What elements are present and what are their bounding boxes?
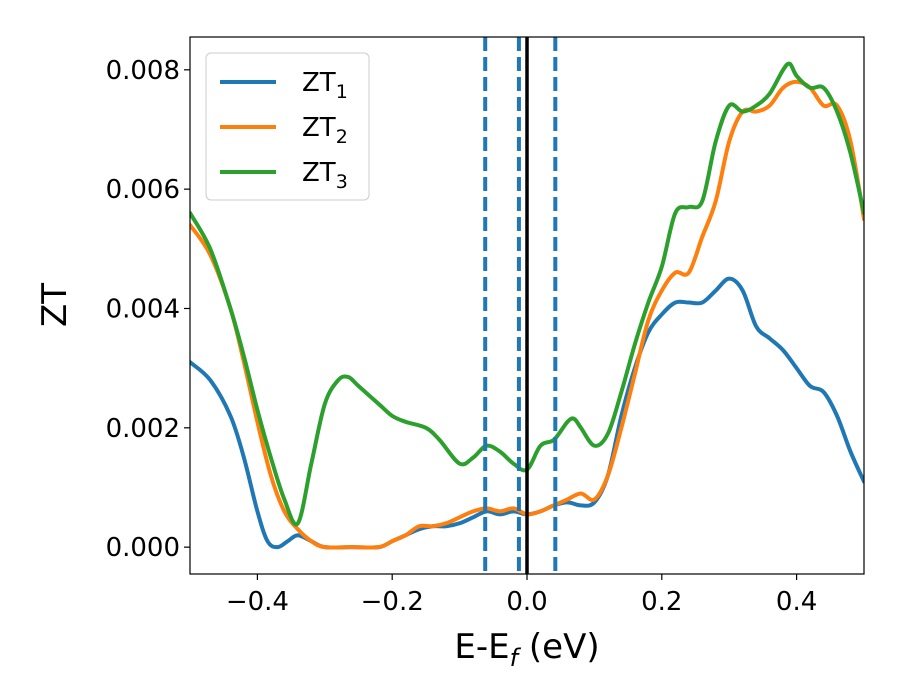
x-axis-title: E-Ef (eV) bbox=[454, 627, 599, 672]
vline-layer bbox=[483, 37, 558, 574]
y-axis-title: ZT bbox=[35, 283, 75, 327]
x-axis-title-main: E-E bbox=[454, 627, 509, 667]
x-tick-label: 0.0 bbox=[506, 587, 547, 617]
x-tick-label: −0.2 bbox=[361, 587, 424, 617]
legend-label-1: ZT1 bbox=[302, 68, 348, 103]
legend-label-main: ZT bbox=[302, 113, 336, 143]
legend-frame bbox=[205, 52, 370, 201]
legend-label-3: ZT3 bbox=[302, 158, 348, 193]
legend-label-main: ZT bbox=[302, 158, 336, 188]
legend-label-main: ZT bbox=[302, 68, 336, 98]
legend-label-subscript: 3 bbox=[336, 171, 348, 193]
y-axis-ticks: 0.000 0.002 0.004 0.006 0.008 bbox=[106, 56, 190, 563]
x-axis-ticks: −0.4 −0.2 0.0 0.2 0.4 bbox=[226, 574, 817, 617]
legend-label-subscript: 2 bbox=[336, 126, 348, 148]
x-axis-title-unit: (eV) bbox=[518, 627, 600, 667]
y-tick-label: 0.002 bbox=[106, 414, 180, 444]
series-line-2 bbox=[190, 79, 864, 550]
legend-label-2: ZT2 bbox=[302, 113, 348, 148]
x-tick-label: 0.2 bbox=[641, 587, 682, 617]
y-tick-label: 0.000 bbox=[106, 533, 180, 563]
y-tick-label: 0.008 bbox=[106, 56, 180, 86]
y-tick-label: 0.004 bbox=[106, 294, 180, 324]
x-tick-label: 0.4 bbox=[776, 587, 817, 617]
legend-label-subscript: 1 bbox=[336, 81, 348, 103]
y-tick-label: 0.006 bbox=[106, 175, 180, 205]
x-tick-label: −0.4 bbox=[226, 587, 289, 617]
